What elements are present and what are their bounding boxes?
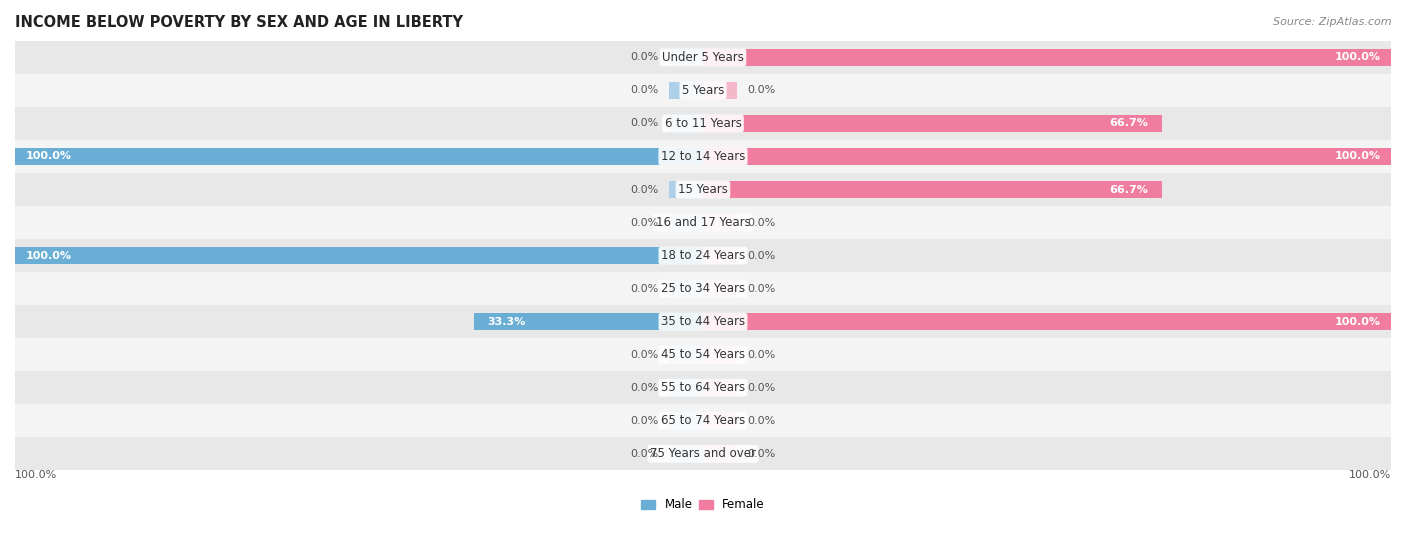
Bar (669, 280, 703, 297)
Text: 0.0%: 0.0% (748, 449, 776, 459)
Text: 0.0%: 0.0% (630, 283, 658, 293)
Bar (15, 338, 1391, 371)
Bar (669, 379, 703, 396)
Bar (669, 445, 703, 462)
Bar (15, 41, 1391, 74)
Text: 5 Years: 5 Years (682, 84, 724, 97)
Bar (703, 214, 737, 231)
Bar (703, 412, 737, 429)
Text: 100.0%: 100.0% (1348, 470, 1391, 480)
Bar (15, 148, 703, 165)
Text: 45 to 54 Years: 45 to 54 Years (661, 348, 745, 361)
Text: 100.0%: 100.0% (1334, 151, 1381, 162)
Text: 0.0%: 0.0% (630, 416, 658, 426)
Text: 0.0%: 0.0% (630, 86, 658, 96)
Text: 0.0%: 0.0% (748, 383, 776, 393)
Text: INCOME BELOW POVERTY BY SEX AND AGE IN LIBERTY: INCOME BELOW POVERTY BY SEX AND AGE IN L… (15, 15, 463, 30)
Text: 0.0%: 0.0% (748, 283, 776, 293)
Text: 0.0%: 0.0% (748, 86, 776, 96)
Bar (15, 371, 1391, 404)
Text: 100.0%: 100.0% (1334, 316, 1381, 326)
Bar (669, 346, 703, 363)
Text: 100.0%: 100.0% (1334, 53, 1381, 63)
Text: 0.0%: 0.0% (630, 53, 658, 63)
Text: 66.7%: 66.7% (1109, 184, 1149, 195)
Bar (669, 412, 703, 429)
Bar (15, 140, 1391, 173)
Bar (15, 305, 1391, 338)
Text: 0.0%: 0.0% (630, 383, 658, 393)
Text: 0.0%: 0.0% (748, 250, 776, 260)
Text: 15 Years: 15 Years (678, 183, 728, 196)
Text: 0.0%: 0.0% (630, 350, 658, 359)
Text: 100.0%: 100.0% (25, 250, 72, 260)
Bar (15, 247, 703, 264)
Text: 0.0%: 0.0% (630, 217, 658, 228)
Text: 33.3%: 33.3% (488, 316, 526, 326)
Bar (703, 445, 737, 462)
Text: 66.7%: 66.7% (1109, 119, 1149, 129)
Bar (703, 247, 737, 264)
Text: 0.0%: 0.0% (748, 350, 776, 359)
Bar (669, 82, 703, 99)
Bar (703, 313, 1391, 330)
Bar (15, 437, 1391, 470)
Bar (15, 107, 1391, 140)
Text: 35 to 44 Years: 35 to 44 Years (661, 315, 745, 328)
Bar (15, 173, 1391, 206)
Bar (703, 181, 1161, 198)
Text: 0.0%: 0.0% (748, 416, 776, 426)
Bar (703, 346, 737, 363)
Bar (669, 115, 703, 132)
Text: 16 and 17 Years: 16 and 17 Years (655, 216, 751, 229)
Text: 55 to 64 Years: 55 to 64 Years (661, 381, 745, 394)
Text: 0.0%: 0.0% (630, 184, 658, 195)
Bar (669, 181, 703, 198)
Bar (15, 206, 1391, 239)
Text: 0.0%: 0.0% (748, 217, 776, 228)
Bar (15, 239, 1391, 272)
Bar (669, 214, 703, 231)
Bar (15, 74, 1391, 107)
Text: 25 to 34 Years: 25 to 34 Years (661, 282, 745, 295)
Bar (15, 404, 1391, 437)
Bar (703, 280, 737, 297)
Text: 6 to 11 Years: 6 to 11 Years (665, 117, 741, 130)
Bar (15, 272, 1391, 305)
Text: 65 to 74 Years: 65 to 74 Years (661, 414, 745, 427)
Legend: Male, Female: Male, Female (637, 494, 769, 516)
Text: 75 Years and over: 75 Years and over (650, 447, 756, 460)
Bar (703, 379, 737, 396)
Text: 100.0%: 100.0% (15, 470, 58, 480)
Text: 100.0%: 100.0% (25, 151, 72, 162)
Bar (669, 49, 703, 66)
Text: Under 5 Years: Under 5 Years (662, 51, 744, 64)
Text: 0.0%: 0.0% (630, 119, 658, 129)
Bar (474, 313, 703, 330)
Bar (703, 49, 1391, 66)
Text: Source: ZipAtlas.com: Source: ZipAtlas.com (1274, 17, 1392, 27)
Bar (703, 82, 737, 99)
Text: 18 to 24 Years: 18 to 24 Years (661, 249, 745, 262)
Bar (703, 148, 1391, 165)
Text: 12 to 14 Years: 12 to 14 Years (661, 150, 745, 163)
Bar (703, 115, 1161, 132)
Text: 0.0%: 0.0% (630, 449, 658, 459)
